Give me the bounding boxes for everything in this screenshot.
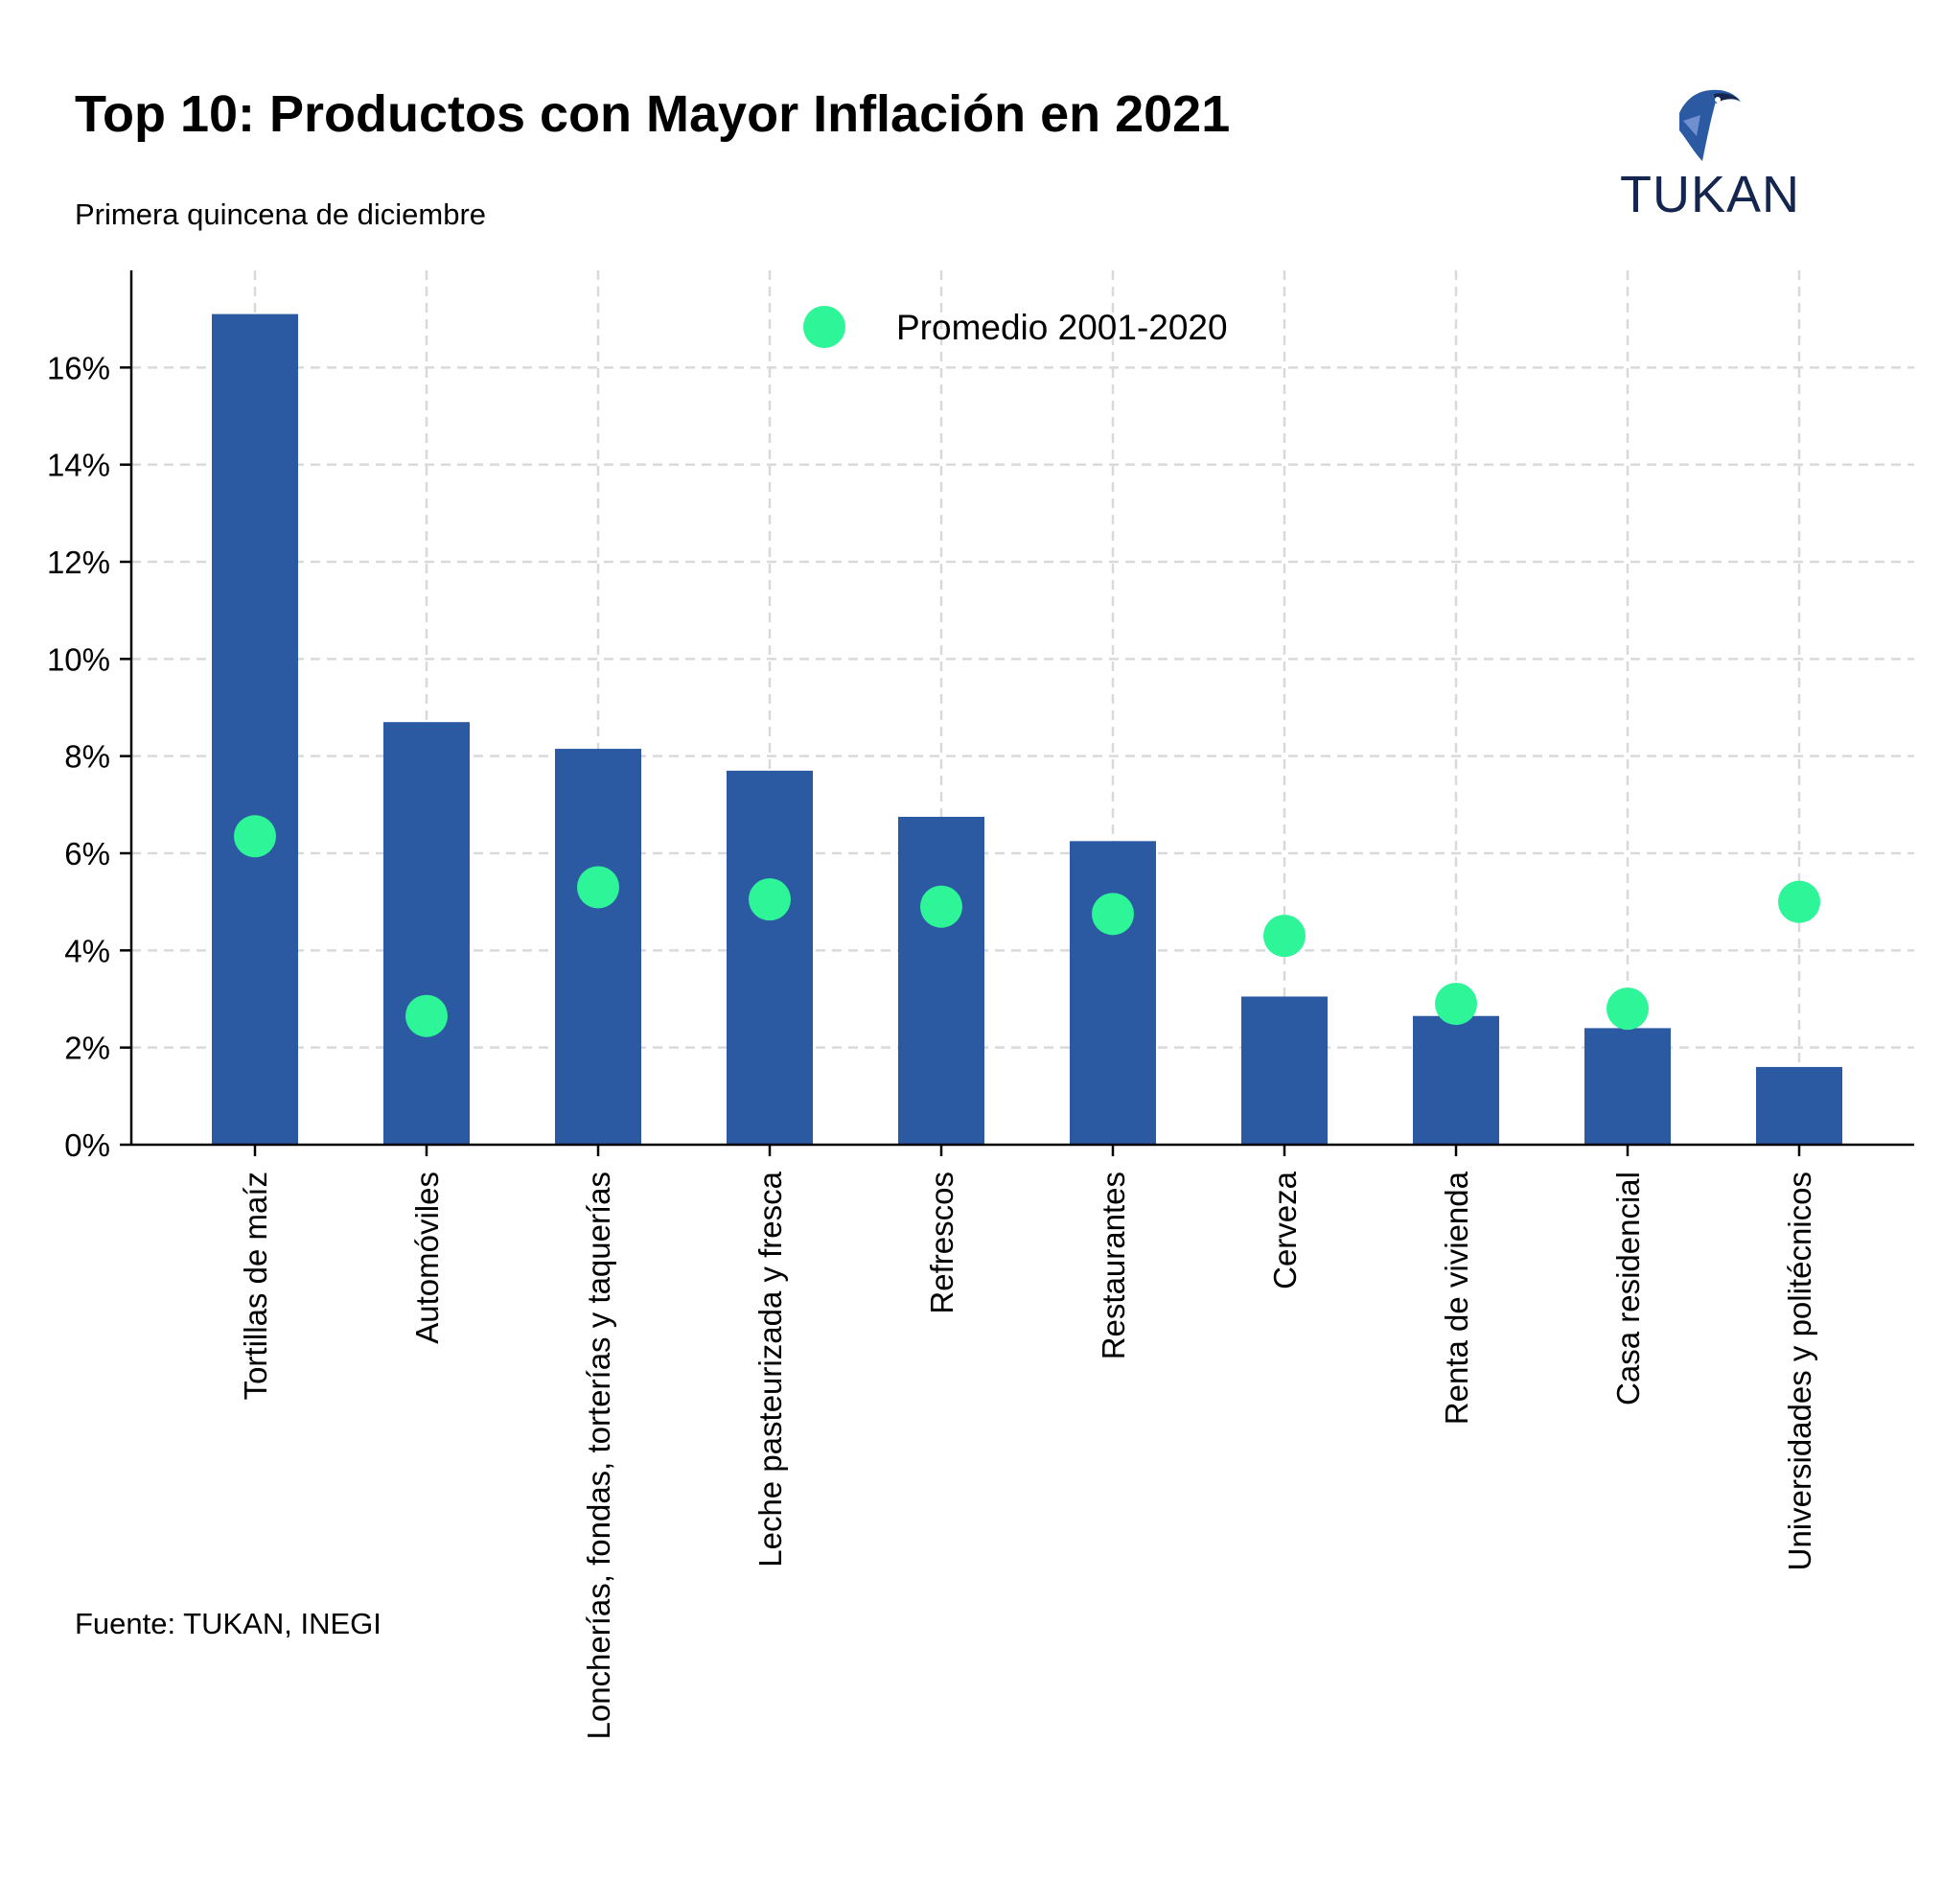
average-marker [1092, 893, 1134, 936]
bar [1584, 1028, 1671, 1145]
average-marker [234, 815, 276, 858]
average-marker [1263, 915, 1306, 958]
y-tick-label: 10% [47, 641, 110, 677]
average-marker [1778, 880, 1820, 923]
y-tick-label: 16% [47, 350, 110, 385]
markers-layer [234, 815, 1820, 1037]
bar [727, 770, 813, 1145]
labels-layer: 0% 2% 4% 6% 8% 10% 12% 14% 16% Tortillas de maíz A… [47, 350, 1817, 1739]
x-tick-label: Refrescos [924, 1172, 959, 1314]
y-tick-label: 14% [47, 448, 110, 483]
axes-layer [120, 270, 1914, 1156]
y-tick-label: 4% [64, 933, 110, 968]
bar [1413, 1015, 1499, 1145]
bar [555, 749, 641, 1145]
x-tick-label: Universidades y politécnicos [1782, 1172, 1817, 1570]
source-note: Fuente: TUKAN, INEGI [75, 1607, 381, 1640]
bar [383, 722, 470, 1145]
y-tick-label: 8% [64, 739, 110, 775]
legend: Promedio 2001-2020 [803, 306, 1228, 348]
average-marker [1435, 983, 1477, 1026]
x-tick-label: Leche pasteurizada y fresca [752, 1171, 788, 1567]
bar [212, 313, 298, 1146]
average-marker [920, 885, 962, 928]
bar [1756, 1066, 1842, 1145]
x-tick-label: Restaurantes [1096, 1172, 1131, 1359]
x-tick-label: Loncherías, fondas, torterías y taquería… [581, 1172, 616, 1740]
bar [898, 817, 984, 1145]
y-tick-label: 2% [64, 1031, 110, 1066]
chart-title: Top 10: Productos con Mayor Inflación en… [75, 85, 1231, 143]
legend-label: Promedio 2001-2020 [896, 308, 1228, 347]
average-marker [577, 866, 619, 909]
x-tick-label: Renta de vivienda [1439, 1171, 1474, 1425]
y-tick-label: 6% [64, 836, 110, 871]
x-tick-label: Casa residencial [1610, 1172, 1646, 1405]
y-tick-label: 0% [64, 1127, 110, 1163]
legend-marker [803, 306, 845, 348]
tukan-logo: TUKAN [1620, 77, 1801, 230]
chart-subtitle: Primera quincena de diciembre [75, 197, 487, 231]
toucan-icon [1679, 89, 1741, 161]
y-tick-label: 12% [47, 545, 110, 580]
x-tick-label: Automóviles [409, 1172, 445, 1344]
bar [1241, 996, 1328, 1145]
bars-layer [212, 313, 1842, 1146]
average-marker [749, 878, 791, 921]
x-tick-label: Cerveza [1267, 1171, 1303, 1289]
average-marker [1607, 987, 1649, 1031]
average-marker [405, 994, 448, 1037]
logo-text: TUKAN [1620, 166, 1801, 223]
x-tick-label: Tortillas de maíz [238, 1172, 273, 1400]
bar [1070, 841, 1156, 1145]
